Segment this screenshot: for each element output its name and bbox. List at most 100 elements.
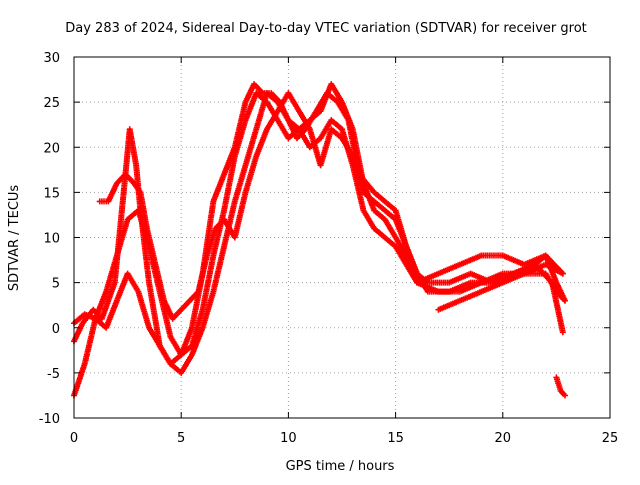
data-points-run (137, 191, 150, 230)
data-points-run (103, 299, 120, 330)
data-points-run (372, 190, 387, 204)
data-points-run (135, 290, 152, 329)
data-points-run (350, 155, 366, 194)
data-points-run (204, 227, 218, 257)
data-points-run (297, 109, 312, 131)
data-points-run (372, 199, 387, 213)
data-points-run (275, 118, 291, 140)
data-points-run (393, 245, 409, 266)
data-points-run (329, 82, 344, 104)
data-points-run (480, 252, 504, 259)
y-tick-label: 25 (43, 96, 60, 111)
data-points-run (543, 272, 559, 293)
data-points-run (168, 335, 184, 357)
x-tick-label: 25 (602, 431, 619, 446)
data-points-run (426, 279, 451, 286)
data-points-run (372, 226, 387, 240)
y-tick-label: 20 (43, 141, 60, 156)
y-tick-label: 0 (52, 322, 60, 337)
data-points-run (252, 82, 265, 95)
y-tick-label: -5 (47, 367, 60, 382)
x-tick-label: 20 (495, 431, 512, 446)
data-points-run (243, 128, 259, 167)
x-tick-label: 0 (70, 431, 78, 446)
data-points-run (415, 272, 430, 293)
data-point (559, 329, 566, 336)
data-points-run (157, 344, 173, 366)
data-points-run (458, 289, 483, 303)
data-points-run (362, 190, 376, 204)
axis-ticks: 0 5 10 15 20 25 -10 -5 0 5 10 15 20 25 30 (39, 51, 619, 446)
data-points-run (265, 91, 280, 104)
data-points-run (458, 253, 483, 267)
data-points-run (543, 254, 559, 284)
data-points-run (221, 155, 238, 212)
data-points-run (275, 91, 291, 113)
data-points-run (297, 127, 312, 149)
data-points-run (82, 317, 98, 365)
data-points-run (132, 181, 143, 194)
data-points-run (382, 218, 398, 239)
series-track-6 (553, 374, 568, 399)
data-points-run (114, 272, 130, 302)
data-points-run (232, 119, 248, 158)
data-points-run (307, 128, 323, 167)
data-points-run (318, 82, 334, 113)
data-points-run (161, 299, 175, 321)
data-points-run (559, 389, 567, 397)
data-points-run (123, 172, 136, 185)
data-points-run (171, 308, 183, 321)
data-points-run (71, 362, 88, 397)
series-track-3 (71, 90, 566, 376)
data-points-run (383, 208, 398, 222)
data-points-run (361, 209, 377, 230)
data-points-run (211, 173, 227, 203)
data-points-run (72, 312, 87, 325)
data-points-run (501, 271, 526, 285)
data-points-run (501, 253, 526, 267)
x-tick-label: 15 (387, 431, 404, 446)
data-points-run (383, 235, 398, 249)
data-points-run (103, 254, 120, 293)
data-points-run (210, 245, 227, 293)
y-tick-label: 30 (43, 51, 60, 66)
data-points-run (200, 290, 216, 329)
data-points-run (232, 191, 249, 239)
data-points-run (179, 353, 194, 375)
x-tick-label: 10 (280, 431, 297, 446)
data-points-run (71, 321, 85, 343)
data-points-run (329, 118, 344, 131)
data-points-run (200, 254, 216, 311)
data-points-run (318, 128, 334, 167)
data-points-run (393, 236, 409, 257)
data-points-run (243, 155, 259, 194)
data-points-run (253, 91, 270, 131)
data-points-run (253, 127, 270, 158)
data-point (561, 392, 568, 399)
data-points-run (437, 298, 462, 312)
data-points-run (179, 299, 192, 312)
data-points-run (490, 271, 515, 285)
data-points-run (350, 128, 367, 185)
y-tick-label: -10 (39, 412, 60, 427)
data-points-run (448, 280, 472, 294)
data-points-run (383, 199, 398, 213)
series-track-4 (96, 90, 568, 322)
data-points-run (318, 118, 334, 140)
data-points-run (99, 281, 118, 320)
x-axis-label: GPS time / hours (286, 459, 395, 474)
data-points-run (372, 208, 387, 222)
data-points-run (339, 100, 356, 131)
data-points-run (404, 245, 420, 275)
data-points-run (523, 270, 547, 277)
data-points-run (340, 136, 355, 158)
data-points-run (286, 118, 301, 131)
data-points-run (308, 109, 322, 122)
data-points-run (125, 272, 141, 293)
data-point (559, 270, 566, 277)
data-points-run (179, 344, 194, 357)
y-tick-label: 5 (52, 277, 60, 292)
data-points-run (147, 326, 162, 348)
